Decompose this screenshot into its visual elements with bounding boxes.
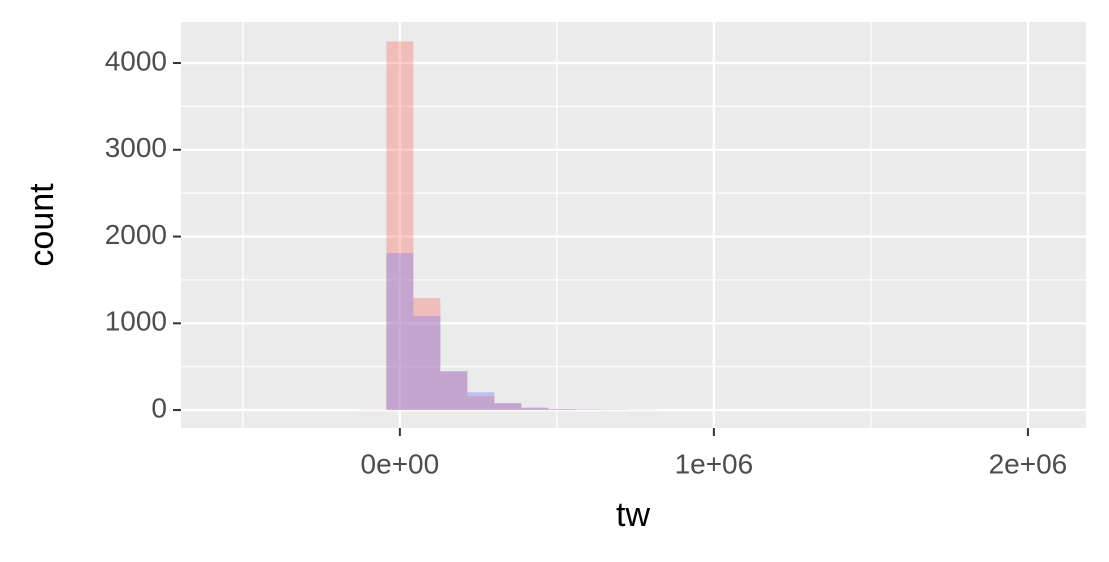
y-tick-label: 1000: [105, 306, 167, 337]
histogram-bar: [548, 409, 576, 411]
x-tick-label: 1e+06: [675, 448, 754, 479]
histogram-bar: [386, 253, 414, 411]
histogram-bar: [548, 409, 576, 411]
y-tick-label: 3000: [105, 132, 167, 163]
y-tick-label: 0: [151, 392, 167, 423]
histogram-bar: [440, 371, 468, 411]
y-tick-label: 4000: [105, 45, 167, 76]
plot-panel: [181, 22, 1086, 428]
x-axis-title: tw: [616, 496, 650, 534]
histogram-bar: [413, 298, 441, 411]
histogram-bar: [521, 407, 549, 411]
histogram-bar: [467, 392, 495, 411]
histogram-bar: [467, 396, 495, 411]
histogram-bar: [575, 409, 603, 411]
y-axis-title: count: [23, 183, 61, 267]
histogram-bar: [440, 371, 468, 411]
y-tick-label: 2000: [105, 219, 167, 250]
histogram-bar: [386, 41, 414, 411]
x-tick-label: 0e+00: [361, 448, 440, 479]
histogram-bar: [494, 403, 522, 411]
histogram-bar: [575, 409, 603, 411]
histogram-bar: [494, 403, 522, 411]
histogram-bar: [521, 407, 549, 411]
x-tick-label: 2e+06: [989, 448, 1068, 479]
histogram-bar: [413, 315, 441, 411]
